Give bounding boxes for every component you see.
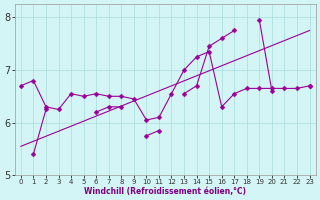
X-axis label: Windchill (Refroidissement éolien,°C): Windchill (Refroidissement éolien,°C) (84, 187, 246, 196)
